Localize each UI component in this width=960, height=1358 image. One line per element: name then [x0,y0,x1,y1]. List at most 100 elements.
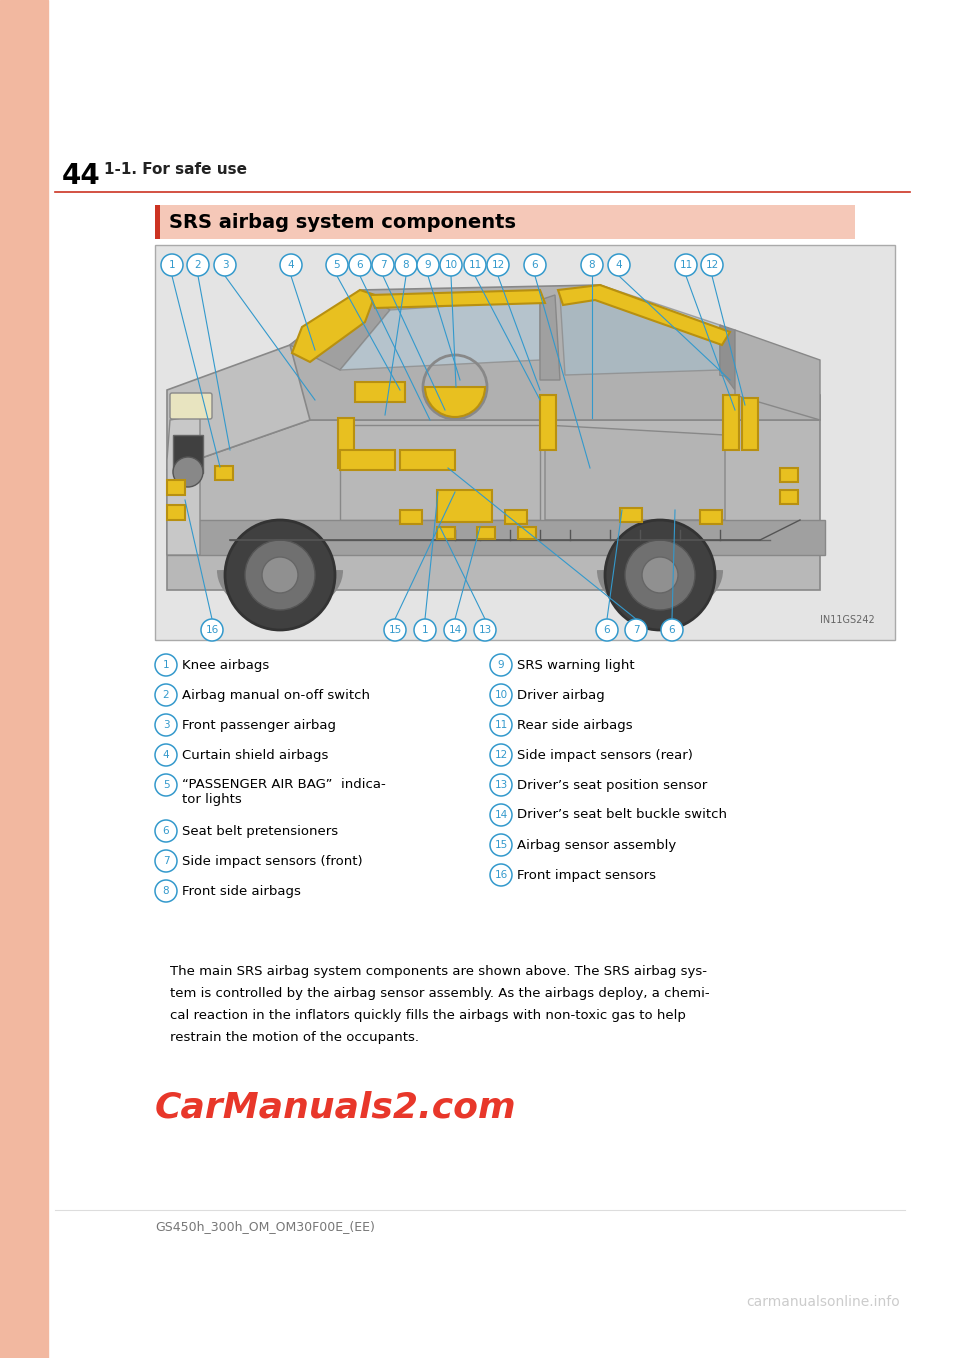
Bar [155,205,160,239]
Bar [700,511,722,524]
Circle shape [349,254,371,276]
Bar [620,508,642,521]
Bar [167,505,185,520]
Bar [780,490,798,504]
Text: 11: 11 [468,259,482,270]
Circle shape [490,834,512,856]
Text: Knee airbags: Knee airbags [182,659,269,671]
Circle shape [155,684,177,706]
Circle shape [701,254,723,276]
Polygon shape [558,285,730,345]
Text: 15: 15 [389,625,401,636]
Circle shape [490,684,512,706]
Bar [437,527,455,539]
Bar [400,449,455,470]
Text: carmanualsonline.info: carmanualsonline.info [746,1296,900,1309]
Circle shape [625,619,647,641]
Text: 9: 9 [424,259,431,270]
FancyBboxPatch shape [170,392,212,420]
Text: 12: 12 [494,750,508,760]
Bar [723,395,739,449]
Bar [540,395,556,449]
Text: Seat belt pretensioners: Seat belt pretensioners [182,824,338,838]
Bar [505,511,527,524]
Circle shape [155,850,177,872]
Text: 13: 13 [478,625,492,636]
Wedge shape [223,570,337,627]
Text: Front side airbags: Front side airbags [182,884,300,898]
Circle shape [661,619,683,641]
Wedge shape [425,387,485,417]
Circle shape [675,254,697,276]
Bar [355,382,405,402]
Text: 4: 4 [162,750,169,760]
Text: 9: 9 [497,660,504,669]
Circle shape [372,254,394,276]
Circle shape [245,540,315,610]
Text: SRS warning light: SRS warning light [517,659,635,671]
Text: Curtain shield airbags: Curtain shield airbags [182,748,328,762]
Text: “PASSENGER AIR BAG”  indica-: “PASSENGER AIR BAG” indica- [182,778,386,790]
Circle shape [326,254,348,276]
Text: SRS airbag system components: SRS airbag system components [169,212,516,231]
Circle shape [155,820,177,842]
Text: 13: 13 [494,779,508,790]
Text: CarManuals2.com: CarManuals2.com [155,1090,516,1124]
Text: 5: 5 [162,779,169,790]
Bar [0,0,48,1358]
Bar [338,418,354,469]
Text: 6: 6 [357,259,363,270]
Circle shape [490,744,512,766]
Circle shape [490,655,512,676]
Bar [437,490,492,521]
Text: 2: 2 [195,259,202,270]
Circle shape [201,619,223,641]
Circle shape [474,619,496,641]
Text: cal reaction in the inflators quickly fills the airbags with non-toxic gas to he: cal reaction in the inflators quickly fi… [170,1009,685,1023]
Text: 10: 10 [444,259,458,270]
Text: Driver’s seat position sensor: Driver’s seat position sensor [517,778,708,792]
Text: 5: 5 [334,259,340,270]
Circle shape [414,619,436,641]
Circle shape [262,557,298,593]
Text: Airbag sensor assembly: Airbag sensor assembly [517,838,676,851]
Text: The main SRS airbag system components are shown above. The SRS airbag sys-: The main SRS airbag system components ar… [170,966,707,978]
Text: 3: 3 [222,259,228,270]
Text: 8: 8 [162,885,169,896]
Circle shape [384,619,406,641]
Circle shape [155,714,177,736]
Text: Side impact sensors (rear): Side impact sensors (rear) [517,748,693,762]
Polygon shape [167,420,820,589]
Circle shape [155,774,177,796]
Text: IN11GS242: IN11GS242 [820,615,875,625]
Text: 7: 7 [633,625,639,636]
Circle shape [444,619,466,641]
Wedge shape [603,570,717,627]
Text: 4: 4 [288,259,295,270]
Text: 8: 8 [402,259,409,270]
Text: 7: 7 [380,259,386,270]
Text: 7: 7 [162,856,169,866]
Circle shape [187,254,209,276]
Polygon shape [290,285,820,420]
Text: 6: 6 [669,625,675,636]
Polygon shape [370,291,545,308]
Text: Driver airbag: Driver airbag [517,689,605,702]
Text: 1: 1 [421,625,428,636]
Text: Side impact sensors (front): Side impact sensors (front) [182,854,363,868]
Text: 1: 1 [169,259,176,270]
Text: GS450h_300h_OM_OM30F00E_(EE): GS450h_300h_OM_OM30F00E_(EE) [155,1219,374,1233]
Text: 6: 6 [604,625,611,636]
Text: 1-1. For safe use: 1-1. For safe use [104,162,247,177]
Circle shape [524,254,546,276]
Circle shape [464,254,486,276]
Polygon shape [735,330,820,420]
Text: Airbag manual on-off switch: Airbag manual on-off switch [182,689,370,702]
Polygon shape [167,416,200,555]
Polygon shape [540,295,560,380]
Bar [477,527,495,539]
Polygon shape [167,345,430,470]
Text: 16: 16 [205,625,219,636]
Text: 3: 3 [162,720,169,731]
Text: Driver’s seat belt buckle switch: Driver’s seat belt buckle switch [517,808,727,822]
